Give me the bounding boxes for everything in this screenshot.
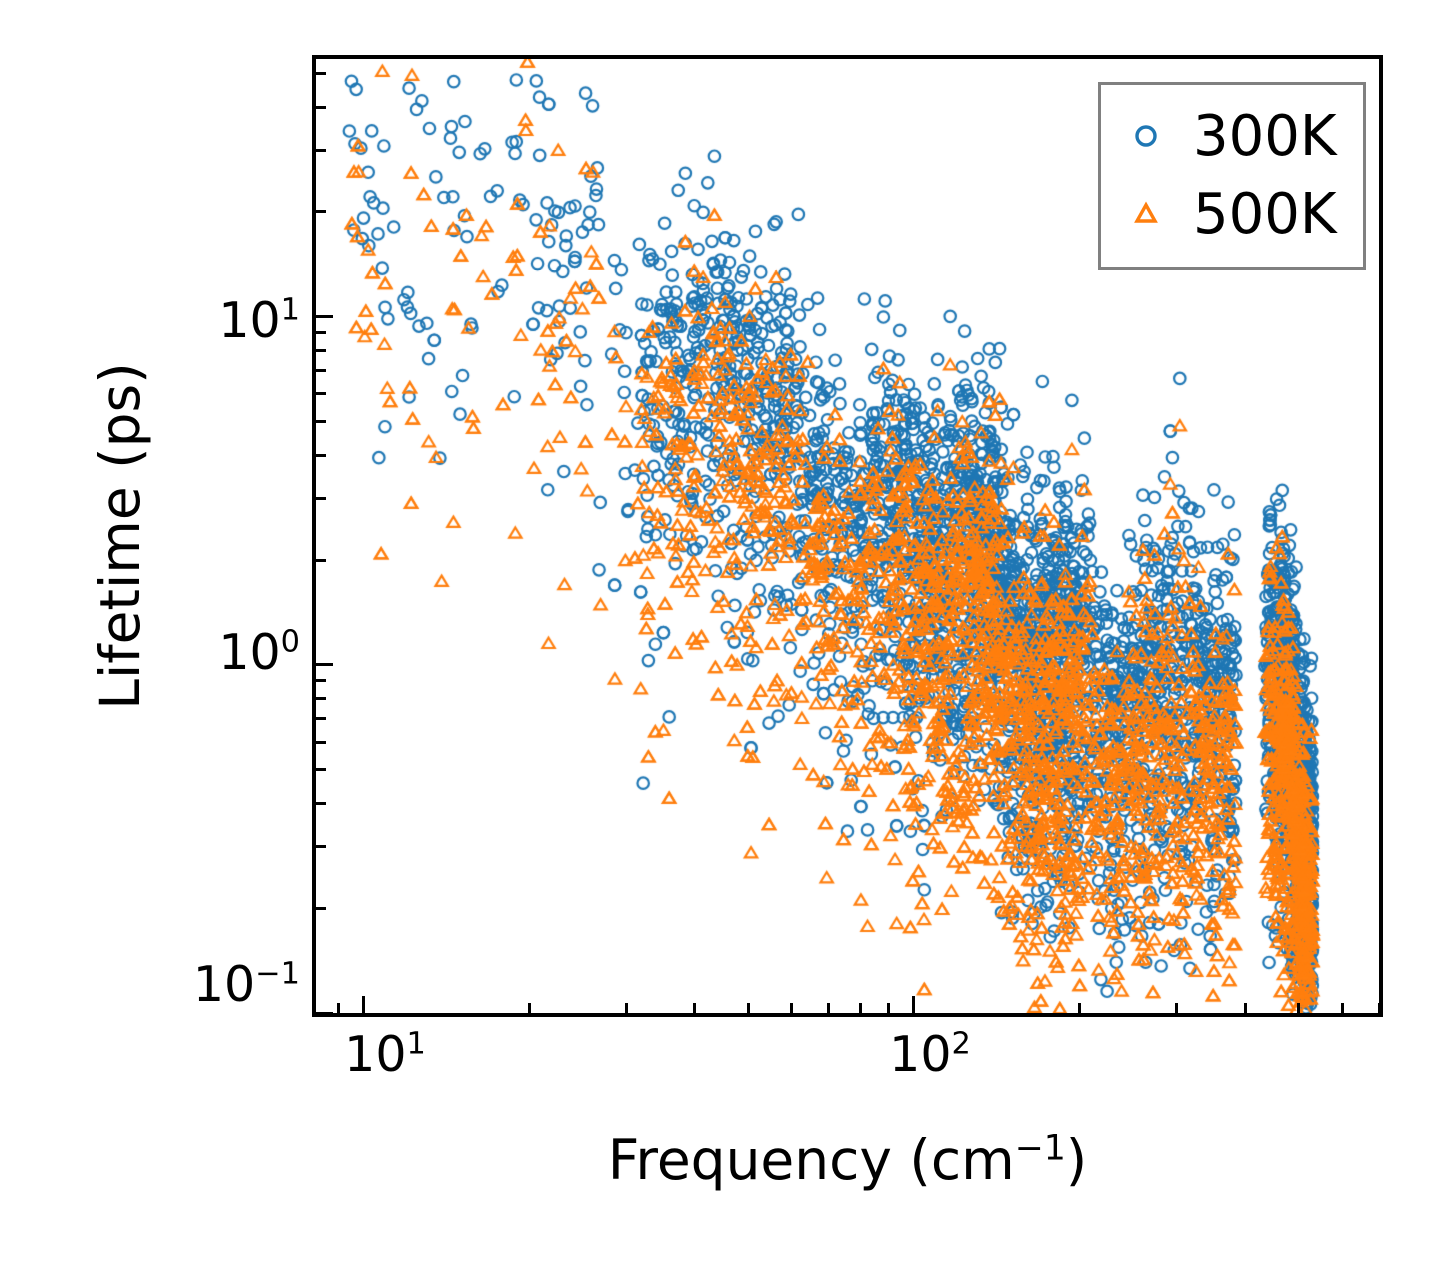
- x-minor-tick: [887, 1003, 891, 1013]
- legend-entry-500k[interactable]: 500K: [1117, 175, 1337, 253]
- y-minor-tick: [316, 210, 326, 214]
- y-minor-tick: [316, 392, 326, 396]
- y-minor-tick: [316, 679, 326, 683]
- x-major-tick: [912, 996, 916, 1013]
- y-major-tick: [316, 315, 333, 319]
- x-minor-tick: [859, 1003, 862, 1013]
- x-minor-tick: [1377, 1003, 1381, 1013]
- y-minor-tick: [316, 906, 326, 910]
- y-minor-tick: [316, 740, 326, 744]
- y-tick-label-1e0: 100: [218, 624, 300, 681]
- legend-label-500k: 500K: [1193, 181, 1337, 247]
- legend-label-300k: 300K: [1193, 103, 1337, 169]
- x-minor-tick: [693, 1003, 697, 1013]
- x-axis-title: Frequency (cm−1): [607, 1128, 1088, 1192]
- y-minor-tick: [316, 420, 326, 424]
- x-minor-tick: [746, 1003, 750, 1013]
- x-major-tick: [361, 996, 365, 1013]
- y-minor-tick: [316, 558, 326, 562]
- x-minor-tick: [527, 1003, 531, 1013]
- x-minor-tick: [790, 1003, 794, 1013]
- y-minor-tick: [316, 369, 326, 373]
- y-minor-tick: [316, 768, 326, 772]
- x-minor-tick: [624, 1003, 628, 1013]
- x-minor-tick: [1340, 1003, 1344, 1013]
- legend-entry-300k[interactable]: 300K: [1117, 97, 1337, 175]
- y-minor-tick: [316, 71, 326, 75]
- y-minor-tick: [316, 149, 326, 153]
- x-minor-tick: [1243, 1003, 1247, 1013]
- y-tick-label-1e-1: 10−1: [192, 956, 300, 1013]
- y-minor-tick: [316, 801, 326, 805]
- y-minor-tick: [316, 331, 326, 335]
- y-tick-label-1e1: 101: [218, 292, 300, 349]
- x-tick-label-1e1: 101: [344, 1026, 426, 1083]
- y-minor-tick: [316, 717, 326, 721]
- x-minor-tick: [1297, 1003, 1301, 1013]
- x-minor-tick: [1174, 1003, 1178, 1013]
- legend[interactable]: 300K 500K: [1098, 82, 1366, 270]
- y-axis-title: Lifetime (ps): [88, 362, 152, 710]
- y-minor-tick: [316, 453, 326, 457]
- y-major-tick: [316, 1011, 333, 1015]
- x-minor-tick: [336, 1003, 340, 1013]
- x-minor-tick: [827, 1003, 831, 1013]
- y-major-tick: [316, 663, 333, 667]
- y-minor-tick: [316, 105, 326, 109]
- y-minor-tick: [316, 348, 326, 352]
- triangle-marker-icon: [1117, 199, 1175, 229]
- circle-marker-icon: [1117, 121, 1175, 151]
- x-minor-tick: [1078, 1003, 1082, 1013]
- y-minor-tick: [316, 845, 326, 849]
- y-minor-tick: [316, 497, 326, 501]
- x-tick-label-1e2: 102: [889, 1026, 971, 1083]
- y-minor-tick: [316, 697, 326, 701]
